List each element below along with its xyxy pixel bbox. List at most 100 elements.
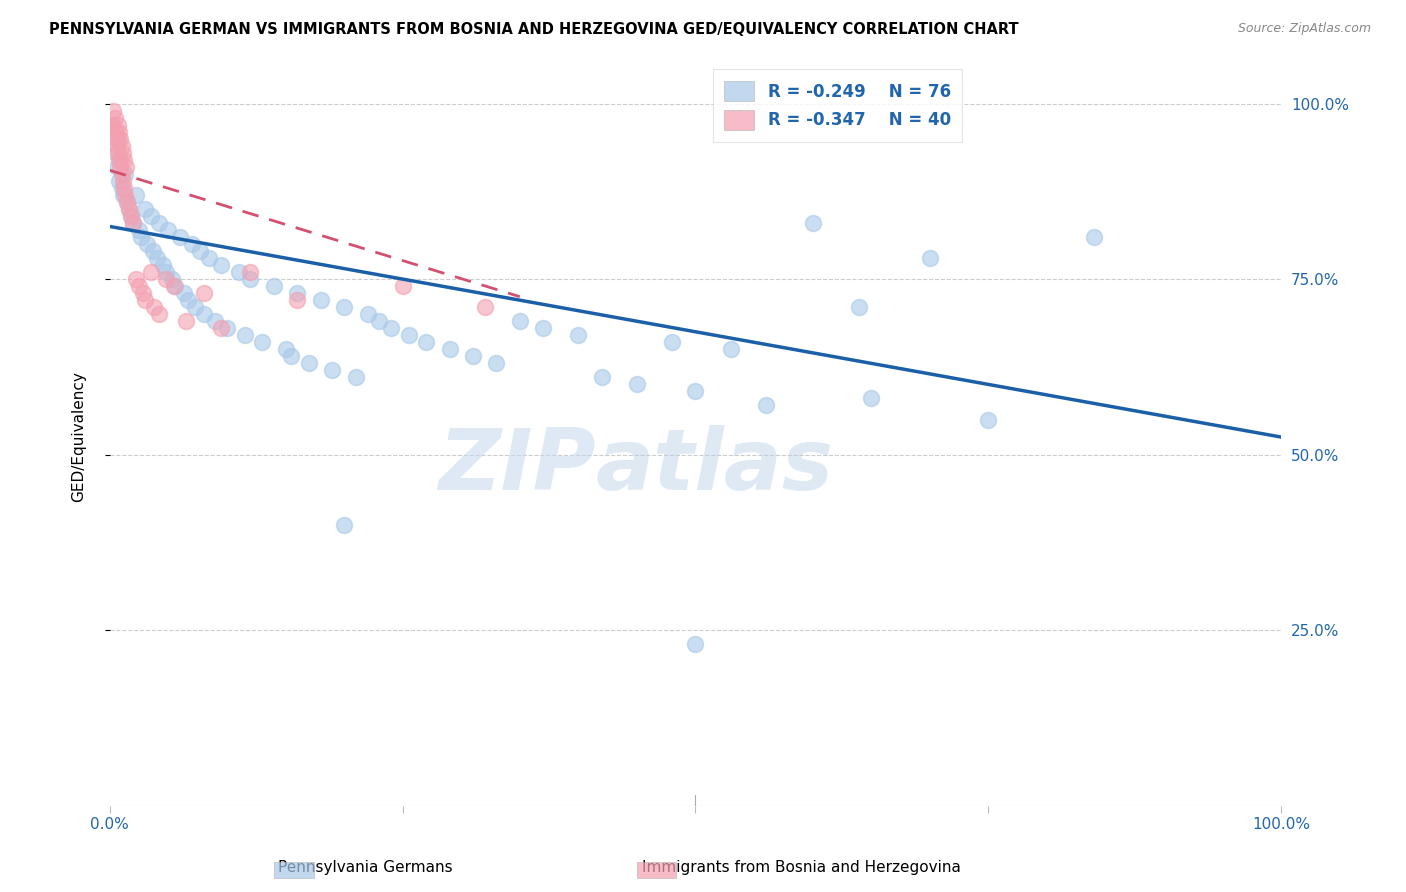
Point — [380, 321, 402, 335]
Point — [110, 160, 132, 174]
Point — [134, 293, 156, 308]
Point — [112, 181, 135, 195]
Point — [204, 314, 226, 328]
Point — [298, 356, 321, 370]
Point — [848, 300, 870, 314]
Point — [104, 125, 127, 139]
Point — [107, 118, 129, 132]
Point — [439, 343, 461, 357]
Point — [105, 138, 128, 153]
Point — [274, 343, 297, 357]
Point — [108, 174, 131, 188]
Text: Source: ZipAtlas.com: Source: ZipAtlas.com — [1237, 22, 1371, 36]
Point — [114, 187, 136, 202]
Point — [105, 160, 128, 174]
Point — [103, 111, 125, 125]
Point — [356, 307, 378, 321]
Point — [117, 202, 139, 216]
Point — [112, 153, 135, 167]
Point — [115, 160, 138, 174]
Point — [165, 279, 187, 293]
Point — [148, 216, 170, 230]
Point — [977, 412, 1000, 426]
Point — [128, 223, 150, 237]
Point — [157, 223, 180, 237]
Point — [145, 251, 167, 265]
Text: ZIP: ZIP — [439, 425, 596, 508]
Point — [720, 343, 742, 357]
Point — [124, 187, 146, 202]
Point — [461, 349, 484, 363]
Point — [173, 286, 195, 301]
Point — [110, 132, 132, 146]
Point — [110, 181, 132, 195]
Point — [104, 132, 127, 146]
Point — [117, 194, 139, 209]
Point — [209, 321, 232, 335]
Point — [117, 202, 139, 216]
Point — [239, 272, 262, 286]
Point — [152, 258, 174, 272]
Point — [215, 321, 238, 335]
Point — [280, 349, 302, 363]
Point — [143, 300, 166, 314]
Point — [107, 132, 129, 146]
Point — [661, 335, 683, 350]
Point — [169, 230, 191, 244]
Point — [131, 230, 153, 244]
Point — [110, 138, 132, 153]
Point — [142, 244, 165, 258]
Point — [415, 335, 437, 350]
Point — [321, 363, 343, 377]
Point — [209, 258, 232, 272]
Point — [193, 307, 215, 321]
Point — [160, 272, 183, 286]
Text: PENNSYLVANIA GERMAN VS IMMIGRANTS FROM BOSNIA AND HERZEGOVINA GED/EQUIVALENCY CO: PENNSYLVANIA GERMAN VS IMMIGRANTS FROM B… — [49, 22, 1019, 37]
Point — [685, 637, 707, 651]
Point — [188, 244, 211, 258]
Point — [391, 279, 413, 293]
Point — [474, 300, 496, 314]
Point — [139, 209, 162, 223]
Point — [184, 300, 207, 314]
Point — [626, 377, 648, 392]
Point — [368, 314, 391, 328]
Point — [103, 118, 125, 132]
Point — [111, 145, 134, 160]
Text: Pennsylvania Germans: Pennsylvania Germans — [278, 860, 453, 874]
Point — [485, 356, 508, 370]
Point — [139, 265, 162, 279]
Y-axis label: GED/Equivalency: GED/Equivalency — [72, 372, 86, 502]
Point — [801, 216, 824, 230]
Point — [309, 293, 332, 308]
Point — [398, 328, 420, 343]
Point — [1083, 230, 1105, 244]
Point — [344, 370, 367, 384]
Point — [333, 517, 356, 532]
Point — [124, 272, 146, 286]
Text: Immigrants from Bosnia and Herzegovina: Immigrants from Bosnia and Herzegovina — [643, 860, 960, 874]
Point — [110, 153, 132, 167]
Point — [136, 237, 159, 252]
Point — [134, 202, 156, 216]
Point — [111, 187, 134, 202]
Point — [755, 399, 778, 413]
Point — [591, 370, 613, 384]
Point — [120, 209, 142, 223]
Point — [110, 167, 132, 181]
Point — [117, 194, 139, 209]
Point — [567, 328, 589, 343]
Legend: R = -0.249    N = 76, R = -0.347    N = 40: R = -0.249 N = 76, R = -0.347 N = 40 — [713, 70, 962, 142]
Point — [108, 125, 131, 139]
Point — [193, 286, 215, 301]
Point — [120, 209, 142, 223]
Point — [128, 279, 150, 293]
Point — [155, 265, 177, 279]
Point — [107, 145, 129, 160]
Point — [131, 286, 153, 301]
Point — [108, 153, 131, 167]
Point — [103, 103, 125, 118]
Point — [122, 216, 145, 230]
Point — [263, 279, 285, 293]
Point — [163, 279, 186, 293]
